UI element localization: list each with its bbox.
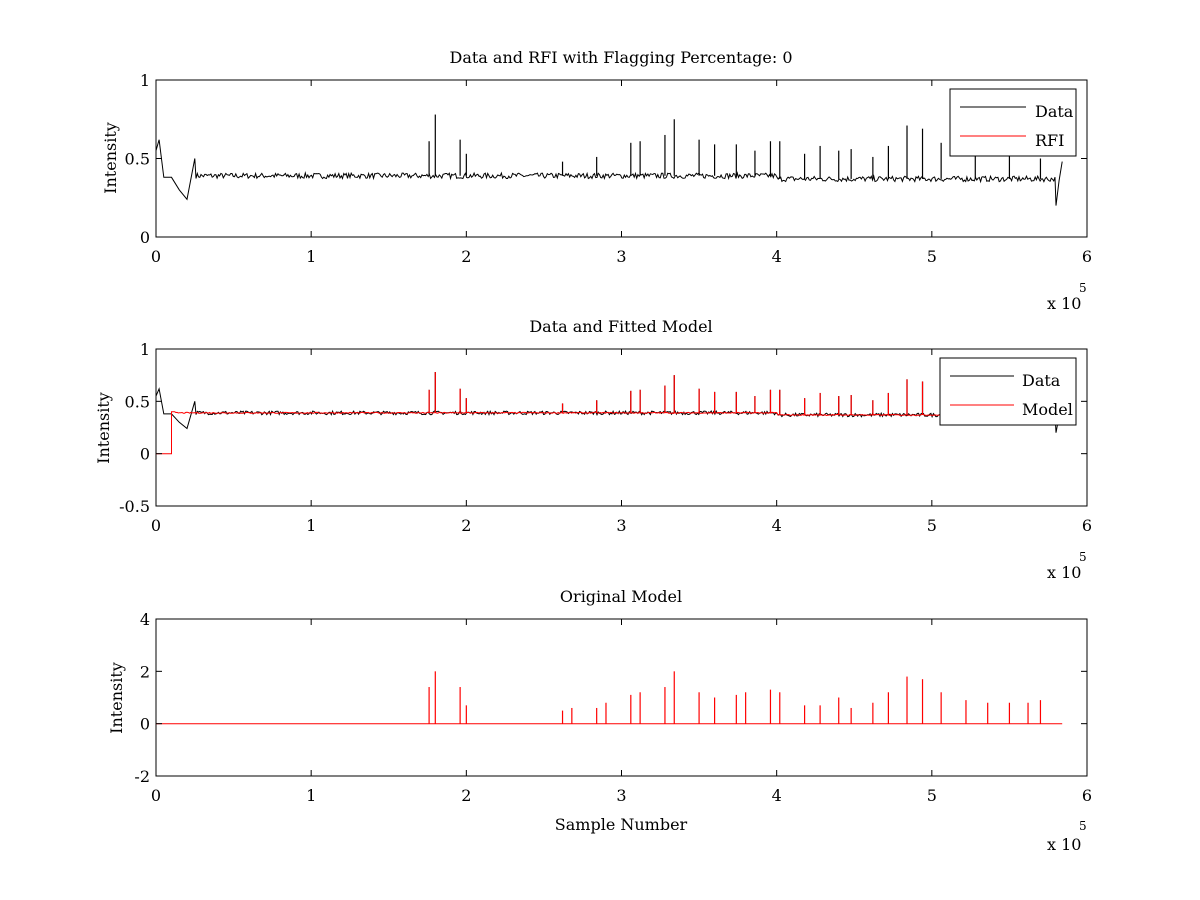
panel-2-legend-box: [939, 357, 1077, 426]
panel-2-x-multiplier-base: x 10: [1047, 563, 1081, 582]
panel-2-ticks: 0 1 2 3 4 5 6-0.500.51: [119, 340, 1092, 535]
x-tick-label: 6: [1082, 247, 1092, 266]
y-tick-label: 0.5: [125, 392, 150, 411]
panel-1-ticks: 0 1 2 3 4 5 6 0 0.5 1: [125, 71, 1093, 266]
x-tick-label: 1: [306, 786, 316, 805]
y-tick-label: 1: [140, 340, 150, 359]
panel-2-axes-box: [155, 348, 1088, 507]
x-tick-label: 4: [772, 247, 782, 266]
panel-2: Data and Fitted Model 0 1 2 3 4 5 6-0.500.51 I…: [94, 317, 1092, 582]
y-tick-label: -0.5: [119, 497, 150, 516]
panel-1-legend-label-data: Data: [1035, 102, 1074, 121]
panel-3-axes-box: [155, 618, 1088, 777]
series-data: [155, 114, 1063, 206]
x-tick-label: 5: [927, 786, 937, 805]
x-tick-label: 6: [1082, 516, 1092, 535]
panel-2-x-multiplier: x 10 5: [1047, 550, 1087, 582]
panel-2-x-multiplier-exponent: 5: [1079, 550, 1087, 564]
panel-3-x-multiplier: x 10 5: [1047, 819, 1087, 854]
panel-1-plot-area: [155, 114, 1063, 206]
panel-2-title: Data and Fitted Model: [529, 317, 712, 336]
y-tick-label: 0: [140, 715, 150, 734]
y-tick-label: -2: [134, 767, 150, 786]
panel-2-y-label: Intensity: [94, 392, 113, 464]
x-tick-label: 4: [772, 516, 782, 535]
y-tick-label: 0: [140, 228, 150, 247]
x-tick-label: 2: [461, 247, 471, 266]
x-tick-label: 5: [927, 247, 937, 266]
panel-1-legend-label-rfi: RFI: [1035, 131, 1064, 150]
panel-1-axes-box: [155, 79, 1088, 238]
y-tick-label: 4: [140, 610, 150, 629]
panel-3-title: Original Model: [560, 587, 682, 606]
panel-3-x-multiplier-base: x 10: [1047, 835, 1081, 854]
y-tick-label: 0: [140, 445, 150, 464]
x-tick-label: 1: [306, 516, 316, 535]
series-line: [156, 411, 1063, 455]
panel-1-legend: Data RFI: [949, 88, 1077, 157]
panel-2-legend: Data Model: [939, 357, 1077, 426]
panel-1-legend-box: [949, 88, 1077, 157]
series-model-0: [156, 671, 1063, 725]
x-tick-label: 5: [927, 516, 937, 535]
x-tick-label: 0: [151, 786, 161, 805]
panel-1-x-multiplier: x 10 5: [1047, 281, 1087, 313]
panel-1-y-label: Intensity: [101, 122, 120, 194]
x-tick-label: 0: [151, 516, 161, 535]
x-tick-label: 0: [151, 247, 161, 266]
x-tick-label: 4: [772, 786, 782, 805]
x-tick-label: 1: [306, 247, 316, 266]
panel-3-y-label: Intensity: [107, 662, 126, 734]
panel-1-x-multiplier-base: x 10: [1047, 294, 1081, 313]
x-tick-label: 3: [616, 247, 626, 266]
y-tick-label: 1: [140, 71, 150, 90]
series-line: [155, 139, 1063, 206]
x-tick-label: 3: [616, 786, 626, 805]
panel-3-plot-area: [156, 671, 1063, 725]
y-tick-label: 2: [140, 662, 150, 681]
x-tick-label: 3: [616, 516, 626, 535]
panel-3-x-label: Sample Number: [555, 815, 688, 834]
y-tick-label: 0.5: [125, 150, 150, 169]
panel-1-x-multiplier-exponent: 5: [1079, 281, 1087, 295]
panel-2-legend-label-data: Data: [1022, 371, 1061, 390]
panel-1-title: Data and RFI with Flagging Percentage: 0: [449, 48, 792, 67]
x-tick-label: 2: [461, 516, 471, 535]
x-tick-label: 2: [461, 786, 471, 805]
x-tick-label: 6: [1082, 786, 1092, 805]
panel-2-legend-label-model: Model: [1022, 400, 1073, 419]
panel-3-x-multiplier-exponent: 5: [1079, 819, 1087, 833]
panel-1: Data and RFI with Flagging Percentage: 0…: [101, 48, 1092, 313]
